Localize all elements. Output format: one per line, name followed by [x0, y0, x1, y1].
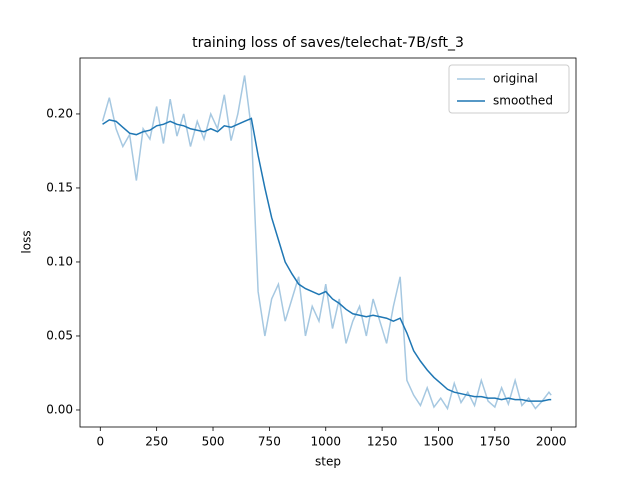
x-tick-label: 1000 — [310, 435, 341, 449]
y-tick-label: 0.20 — [46, 106, 73, 120]
y-axis-label: loss — [20, 230, 34, 253]
y-tick-label: 0.00 — [46, 402, 73, 416]
y-tick-label: 0.10 — [46, 254, 73, 268]
x-tick-label: 1750 — [480, 435, 511, 449]
x-tick-label: 500 — [202, 435, 225, 449]
axes-frame — [79, 57, 577, 428]
legend-label: original — [493, 72, 538, 86]
x-tick-label: 1500 — [423, 435, 454, 449]
x-tick-label: 750 — [258, 435, 281, 449]
x-tick-label: 250 — [145, 435, 168, 449]
x-axis-label: step — [315, 455, 341, 469]
y-tick-label: 0.15 — [46, 180, 73, 194]
line-original — [101, 75, 552, 411]
x-tick-label: 2000 — [536, 435, 567, 449]
x-tick-label: 1250 — [367, 435, 398, 449]
line-smoothed — [102, 117, 552, 402]
y-tick-label: 0.05 — [46, 328, 73, 342]
x-tick-label: 0 — [96, 435, 104, 449]
chart-title: training loss of saves/telechat-7B/sft_3 — [192, 35, 464, 51]
legend-label: smoothed — [493, 94, 553, 108]
